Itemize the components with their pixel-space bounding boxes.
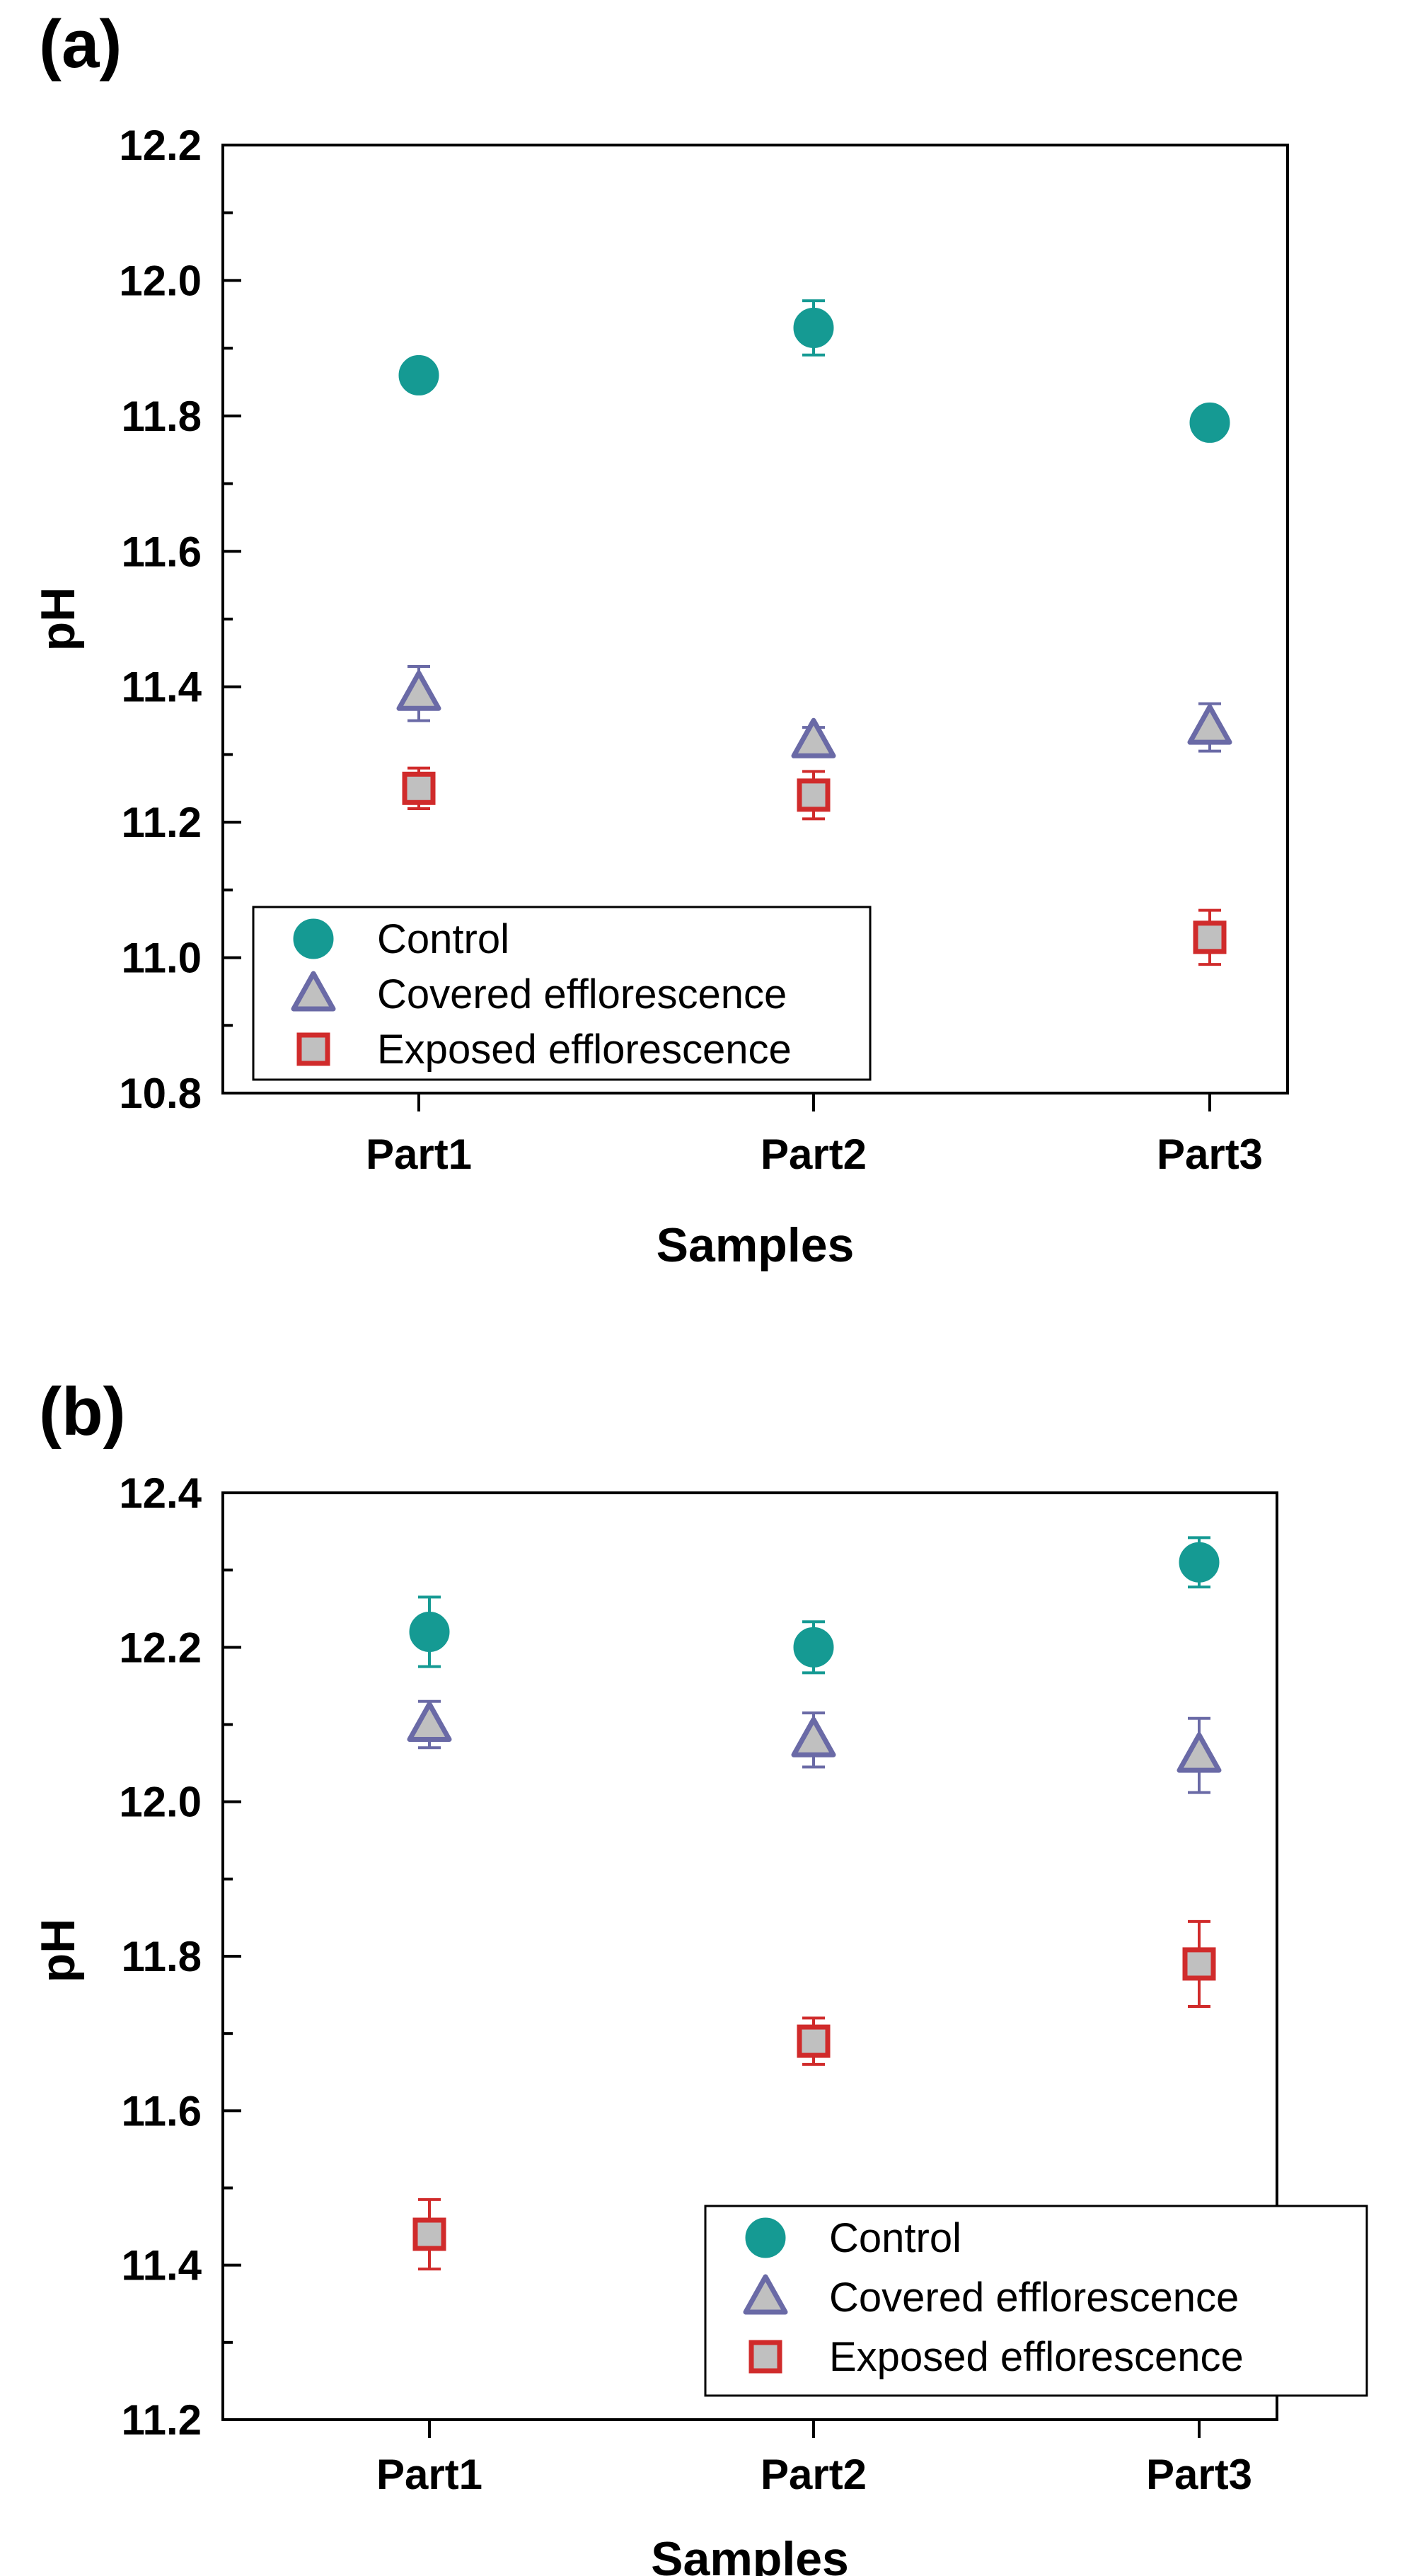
chart-panel-a: (a) 10.8 11.0 11.2 11.4 11.6 11.8 12.0 12.2 Part1… <box>31 6 1289 1272</box>
series-triangle <box>396 665 1232 758</box>
data-point <box>793 1627 834 1668</box>
x-tick-label: Part3 <box>1146 2451 1252 2498</box>
data-point <box>793 307 834 348</box>
data-point <box>407 1702 452 1742</box>
legend-marker <box>748 2340 782 2374</box>
data-point <box>797 778 831 812</box>
data-point <box>1177 1732 1222 1773</box>
y-tick-label: 11.4 <box>122 664 202 711</box>
series-square <box>402 766 1227 966</box>
series-triangle <box>407 1699 1222 1794</box>
y-axis-title: pH <box>31 1919 85 1983</box>
legend-label: Exposed efflorescence <box>829 2334 1244 2380</box>
y-tick-label: 11.4 <box>122 2242 202 2289</box>
y-axis-title: pH <box>31 587 85 652</box>
data-point <box>1187 704 1232 745</box>
x-tick-label: Part1 <box>366 1131 472 1178</box>
legend-label: Control <box>829 2215 961 2261</box>
data-point <box>396 670 441 711</box>
panel-label: (b) <box>39 1374 126 1450</box>
data-point <box>402 771 436 805</box>
y-tick-label: 11.2 <box>122 2396 202 2444</box>
data-point <box>409 1612 450 1652</box>
legend: Control Covered efflorescence Exposed effl… <box>252 906 872 1081</box>
x-tick-label: Part2 <box>761 2451 867 2498</box>
y-tick-label: 12.4 <box>119 1469 202 1517</box>
data-point <box>791 717 836 758</box>
legend: Control Covered efflorescence Exposed effl… <box>704 2205 1368 2397</box>
x-tick-label: Part3 <box>1157 1131 1263 1178</box>
series-circle <box>409 1536 1220 1675</box>
legend-marker <box>291 971 336 1012</box>
panel-label: (a) <box>39 6 122 82</box>
x-tick-label: Part1 <box>376 2451 482 2498</box>
x-axis-title: Samples <box>651 2532 849 2576</box>
data-point <box>1189 402 1230 443</box>
data-point <box>791 1716 836 1757</box>
legend-label: Covered efflorescence <box>829 2275 1239 2321</box>
x-tick-label: Part2 <box>761 1131 867 1178</box>
legend-box <box>704 2205 1368 2397</box>
legend-marker <box>293 918 334 959</box>
y-tick-label: 11.8 <box>122 393 202 440</box>
y-tick-label: 10.8 <box>119 1070 202 1117</box>
legend-marker <box>296 1032 330 1066</box>
data-point <box>1179 1542 1220 1583</box>
x-axis-title: Samples <box>657 1218 855 1272</box>
y-tick-label: 11.0 <box>122 935 202 982</box>
data-point <box>797 2024 831 2058</box>
legend-marker <box>743 2274 788 2315</box>
chart-panel-b: (b) 11.2 11.4 11.6 11.8 12.0 12.2 12.4 Part1 Part… <box>31 1374 1368 2576</box>
data-point <box>398 354 439 395</box>
legend-label: Exposed efflorescence <box>377 1027 792 1073</box>
y-tick-label: 12.0 <box>119 1779 202 1826</box>
legend-marker <box>745 2217 786 2258</box>
y-tick-label: 12.2 <box>119 122 202 169</box>
data-point <box>1193 920 1227 954</box>
y-tick-label: 11.6 <box>122 2087 202 2135</box>
y-tick-label: 12.0 <box>119 257 202 304</box>
y-tick-label: 11.2 <box>122 799 202 846</box>
legend-label: Control <box>377 916 509 962</box>
series-square <box>412 1919 1216 2271</box>
data-point <box>412 2217 446 2251</box>
y-tick-label: 11.6 <box>122 528 202 575</box>
y-tick-label: 11.8 <box>122 1933 202 1980</box>
y-tick-label: 12.2 <box>119 1624 202 1671</box>
legend-label: Covered efflorescence <box>377 971 787 1017</box>
data-point <box>1182 1947 1216 1981</box>
series-circle <box>398 299 1230 443</box>
legend-box <box>252 906 872 1081</box>
